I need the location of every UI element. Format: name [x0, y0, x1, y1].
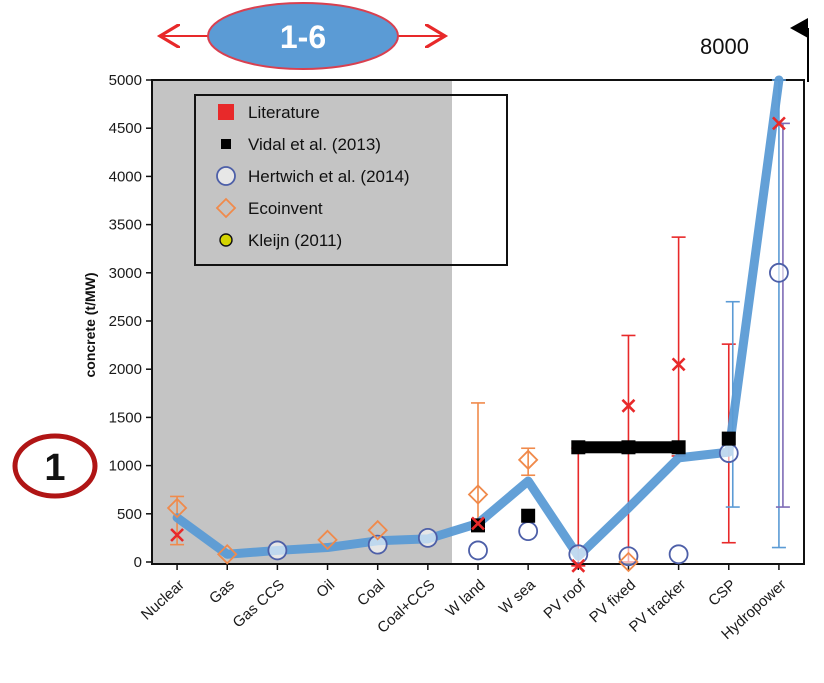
range-annotation: 1-6 [160, 2, 445, 70]
y-tick-label: 3500 [109, 217, 142, 234]
x-tick-label: Coal [354, 576, 388, 609]
circled-number-annotation: 1 [12, 433, 98, 499]
x-tick-label: W land [443, 576, 489, 620]
legend-label: Hertwich et al. (2014) [248, 167, 410, 186]
data-point [568, 544, 589, 565]
x-tick-label: CSP [705, 576, 739, 609]
legend-box [194, 94, 508, 266]
y-tick-label: 2500 [109, 313, 142, 330]
data-point [772, 116, 786, 131]
y-axis: 0 500 1000 1500 2000 2500 3000 3500 4000 4500 5000 [109, 72, 152, 571]
y-tick-label: 2000 [109, 361, 142, 378]
y-tick-label: 3000 [109, 265, 142, 282]
legend-label: Vidal et al. (2013) [248, 135, 381, 154]
data-point [367, 519, 388, 541]
y-tick-label: 5000 [109, 72, 142, 89]
data-point [417, 528, 438, 548]
y-tick-label: 1500 [109, 409, 142, 426]
data-points [166, 116, 789, 573]
legend-items: Literature Vidal et al. (2013) Hertwich et… [215, 103, 410, 250]
data-point [367, 534, 388, 555]
circled-number-text: 1 [44, 447, 65, 489]
offscale-value: 8000 [700, 34, 749, 59]
data-point [668, 544, 689, 565]
y-tick-label: 4000 [109, 168, 142, 185]
data-point [618, 546, 639, 567]
legend-marker [219, 233, 233, 247]
legend-marker [215, 197, 237, 219]
range-badge-text: 1-6 [280, 19, 326, 55]
legend-marker [221, 139, 231, 149]
data-point [471, 518, 485, 533]
range-badge [207, 2, 399, 70]
data-point [521, 508, 536, 523]
data-point [267, 540, 288, 561]
data-point [721, 431, 736, 446]
x-tick-label: PV roof [540, 576, 589, 623]
y-tick-label: 500 [117, 506, 142, 523]
x-tick-label: W sea [496, 576, 539, 618]
data-point [471, 516, 485, 531]
data-point [621, 398, 636, 413]
data-point [468, 540, 488, 561]
y-tick-label: 0 [134, 554, 142, 571]
data-point [170, 528, 184, 542]
legend-marker [216, 166, 236, 186]
circled-number-ring [12, 433, 98, 499]
legend-label: Ecoinvent [248, 199, 323, 218]
legend: Literature Vidal et al. (2013) Hertwich et… [194, 94, 508, 266]
x-tick-label: Gas CCS [230, 576, 288, 631]
data-point [518, 521, 539, 542]
data-point [317, 529, 338, 551]
vidal-pv-band [572, 441, 685, 454]
data-point [671, 357, 686, 372]
data-point [166, 497, 188, 519]
data-point [769, 262, 789, 283]
legend-label: Literature [248, 103, 320, 122]
x-tick-label: Oil [313, 576, 338, 601]
x-tick-label: Gas [206, 576, 238, 607]
data-point [718, 443, 739, 463]
legend-marker [218, 104, 234, 120]
data-point [571, 558, 586, 573]
legend-label: Kleijn (2011) [248, 231, 342, 250]
data-point [216, 544, 238, 565]
shaded-region [152, 80, 452, 564]
offscale-annotation: 8000 [700, 18, 809, 82]
y-tick-label: 4500 [109, 120, 142, 137]
y-tick-label: 1000 [109, 458, 142, 475]
data-point [467, 484, 489, 505]
x-tick-label: Nuclear [138, 576, 188, 623]
y-axis-label: concrete (t/MW) [82, 273, 98, 378]
data-point [517, 449, 539, 471]
data-point [618, 551, 639, 573]
